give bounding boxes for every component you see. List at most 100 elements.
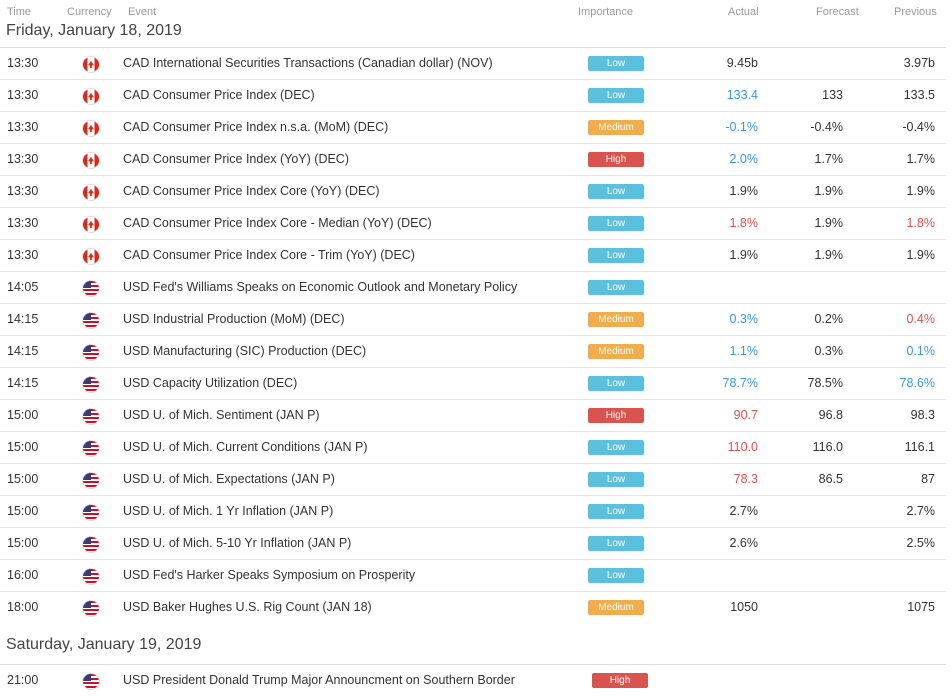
actual-value: 2.7%: [729, 504, 759, 518]
event-time: 15:00: [7, 536, 39, 550]
table-row[interactable]: 18:00 USD Baker Hughes U.S. Rig Count (JA…: [0, 591, 946, 624]
event-name[interactable]: CAD Consumer Price Index (DEC): [123, 88, 315, 102]
importance-badge: Medium: [588, 344, 644, 359]
importance-badge: High: [592, 673, 648, 688]
actual-value: 1.8%: [729, 216, 759, 230]
previous-value: 1075: [907, 600, 935, 614]
event-name[interactable]: USD U. of Mich. Sentiment (JAN P): [123, 408, 320, 422]
table-row[interactable]: 15:00 USD U. of Mich. Sentiment (JAN P) Hi…: [0, 399, 946, 432]
actual-value: 1.9%: [729, 248, 759, 262]
actual-value: 1050: [730, 600, 758, 614]
table-row[interactable]: 13:30 CAD Consumer Price Index (DEC) Low 13…: [0, 79, 946, 112]
event-time: 14:05: [7, 280, 39, 294]
forecast-value: 1.7%: [814, 152, 844, 166]
importance-badge: Low: [588, 88, 644, 103]
forecast-value: 86.5: [818, 472, 843, 486]
us-flag-icon: [83, 674, 99, 689]
event-time: 15:00: [7, 472, 39, 486]
actual-value: 110.0: [727, 440, 758, 454]
table-row[interactable]: 15:00 USD U. of Mich. Current Conditions …: [0, 431, 946, 464]
event-name[interactable]: USD U. of Mich. 1 Yr Inflation (JAN P): [123, 504, 334, 518]
previous-value: 0.1%: [906, 344, 936, 358]
actual-value: 133.4: [726, 88, 758, 102]
event-name[interactable]: USD Industrial Production (MoM) (DEC): [123, 312, 345, 326]
forecast-value: 0.2%: [814, 312, 844, 326]
previous-value: 3.97b: [903, 56, 935, 70]
us-flag-icon: [83, 473, 99, 488]
event-time: 18:00: [7, 600, 39, 614]
table-row[interactable]: 16:00 USD Fed's Harker Speaks Symposium o…: [0, 559, 946, 592]
header-event: Event: [128, 6, 157, 18]
event-name[interactable]: USD Fed's Harker Speaks Symposium on Pro…: [123, 568, 416, 582]
event-name[interactable]: USD Capacity Utilization (DEC): [123, 376, 298, 390]
event-time: 13:30: [7, 120, 39, 134]
table-row[interactable]: 13:30 CAD Consumer Price Index Core - Med…: [0, 207, 946, 240]
day-heading: Friday, January 18, 2019: [6, 22, 182, 39]
importance-badge: Low: [588, 504, 644, 519]
event-name[interactable]: USD Fed's Williams Speaks on Economic Ou…: [123, 280, 518, 294]
event-name[interactable]: CAD Consumer Price Index (YoY) (DEC): [123, 152, 349, 166]
actual-value: -0.1%: [725, 120, 758, 134]
forecast-value: 1.9%: [814, 184, 844, 198]
event-time: 13:30: [7, 216, 39, 230]
importance-badge: Medium: [588, 600, 644, 615]
event-time: 15:00: [7, 504, 39, 518]
header-time: Time: [7, 6, 32, 18]
us-flag-icon: [83, 377, 99, 392]
importance-badge: High: [588, 408, 644, 423]
canada-flag-icon: [83, 217, 99, 232]
event-time: 13:30: [7, 152, 39, 166]
event-name[interactable]: CAD Consumer Price Index Core (YoY) (DEC…: [123, 184, 380, 198]
table-row[interactable]: 15:00 USD U. of Mich. 5-10 Yr Inflation (…: [0, 527, 946, 560]
importance-badge: Medium: [588, 120, 644, 135]
table-row[interactable]: 13:30 CAD Consumer Price Index Core - Tri…: [0, 239, 946, 272]
event-name[interactable]: USD U. of Mich. 5-10 Yr Inflation (JAN P…: [123, 536, 352, 550]
table-header: Time Currency Event Importance Actual Fo…: [0, 0, 952, 22]
us-flag-icon: [83, 505, 99, 520]
table-row[interactable]: 15:00 USD U. of Mich. 1 Yr Inflation (JAN…: [0, 495, 946, 528]
previous-value: 2.5%: [906, 536, 936, 550]
us-flag-icon: [83, 345, 99, 360]
importance-badge: Low: [588, 376, 644, 391]
previous-value: 78.6%: [899, 376, 935, 390]
previous-value: 2.7%: [906, 504, 936, 518]
previous-value: 87: [921, 472, 935, 486]
event-time: 15:00: [7, 440, 39, 454]
forecast-value: 96.8: [818, 408, 843, 422]
event-name[interactable]: CAD International Securities Transaction…: [123, 56, 493, 70]
canada-flag-icon: [83, 121, 99, 136]
table-row[interactable]: 15:00 USD U. of Mich. Expectations (JAN P…: [0, 463, 946, 496]
actual-value: 2.0%: [729, 152, 759, 166]
actual-value: 78.3: [733, 472, 758, 486]
table-row[interactable]: 14:05 USD Fed's Williams Speaks on Econom…: [0, 271, 946, 304]
actual-value: 1.1%: [729, 344, 759, 358]
table-row[interactable]: 13:30 CAD Consumer Price Index n.s.a. (Mo…: [0, 111, 946, 144]
table-row[interactable]: 13:30 CAD Consumer Price Index Core (YoY)…: [0, 175, 946, 208]
table-row[interactable]: 14:15 USD Capacity Utilization (DEC) Low 78…: [0, 367, 946, 400]
table-row[interactable]: 14:15 USD Industrial Production (MoM) (DE…: [0, 303, 946, 336]
event-name[interactable]: CAD Consumer Price Index n.s.a. (MoM) (D…: [123, 120, 389, 134]
importance-badge: Low: [588, 216, 644, 231]
event-name[interactable]: USD Manufacturing (SIC) Production (DEC): [123, 344, 367, 358]
event-name[interactable]: CAD Consumer Price Index Core - Trim (Yo…: [123, 248, 415, 262]
event-name[interactable]: CAD Consumer Price Index Core - Median (…: [123, 216, 432, 230]
importance-badge: Low: [588, 440, 644, 455]
event-name[interactable]: USD President Donald Trump Major Announc…: [123, 673, 515, 687]
table-row[interactable]: 14:15 USD Manufacturing (SIC) Production …: [0, 335, 946, 368]
event-name[interactable]: USD U. of Mich. Expectations (JAN P): [123, 472, 335, 486]
event-name[interactable]: USD Baker Hughes U.S. Rig Count (JAN 18): [123, 600, 372, 614]
previous-value: 1.7%: [906, 152, 936, 166]
event-time: 14:15: [7, 376, 39, 390]
us-flag-icon: [83, 441, 99, 456]
forecast-value: 116.0: [812, 440, 843, 454]
table-row[interactable]: 21:00 USD President Donald Trump Major An…: [0, 664, 946, 697]
event-time: 15:00: [7, 408, 39, 422]
event-name[interactable]: USD U. of Mich. Current Conditions (JAN …: [123, 440, 368, 454]
table-row[interactable]: 13:30 CAD International Securities Transa…: [0, 47, 946, 80]
table-row[interactable]: 13:30 CAD Consumer Price Index (YoY) (DEC…: [0, 143, 946, 176]
previous-value: 1.8%: [906, 216, 936, 230]
event-time: 13:30: [7, 56, 39, 70]
header-actual: Actual: [728, 6, 759, 18]
us-flag-icon: [83, 281, 99, 296]
previous-value: 1.9%: [906, 248, 936, 262]
